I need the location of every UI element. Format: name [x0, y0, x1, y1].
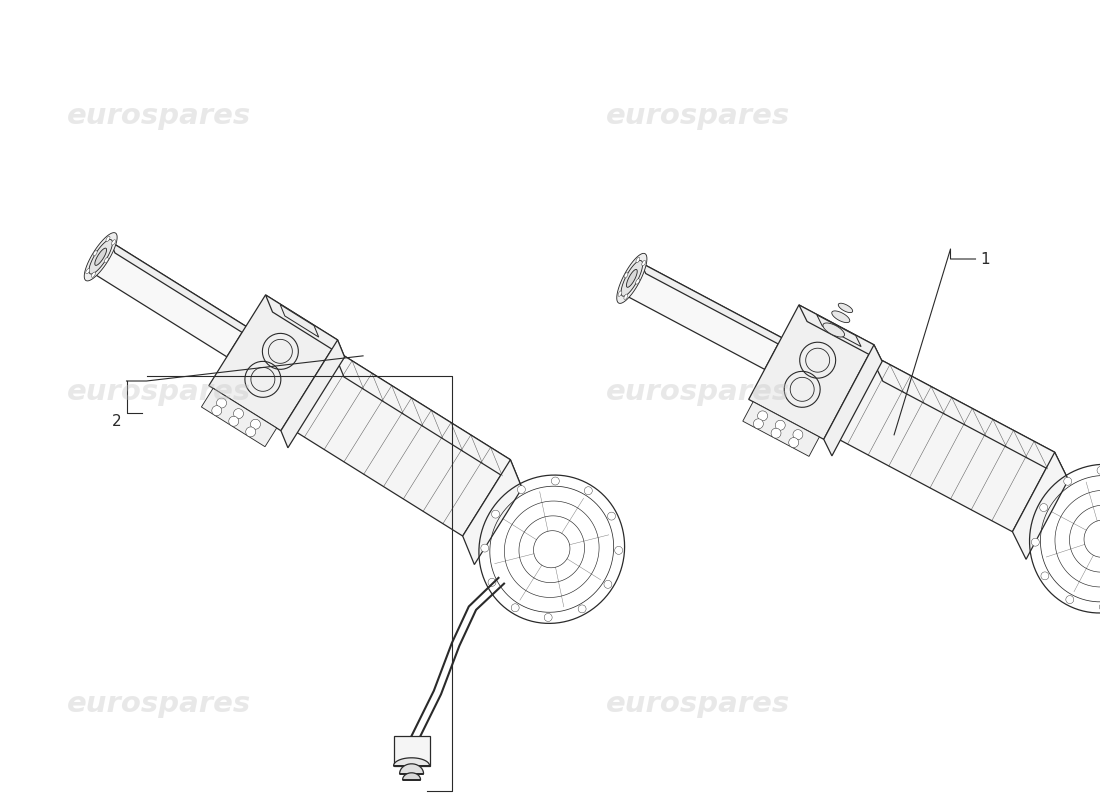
Polygon shape: [636, 258, 640, 262]
Text: 2: 2: [112, 414, 121, 429]
Text: 1: 1: [981, 251, 990, 266]
Polygon shape: [624, 273, 628, 278]
Polygon shape: [621, 261, 642, 296]
Polygon shape: [799, 305, 882, 362]
Polygon shape: [217, 398, 227, 408]
Polygon shape: [403, 773, 420, 780]
Polygon shape: [1040, 503, 1047, 511]
Polygon shape: [624, 262, 782, 370]
Polygon shape: [285, 349, 510, 536]
Polygon shape: [463, 460, 522, 565]
Polygon shape: [754, 419, 763, 429]
Polygon shape: [624, 294, 628, 299]
Polygon shape: [1012, 452, 1068, 559]
Polygon shape: [618, 291, 621, 296]
Text: eurospares: eurospares: [606, 690, 791, 718]
Polygon shape: [332, 349, 522, 488]
Polygon shape: [106, 236, 110, 242]
Polygon shape: [399, 764, 424, 774]
Polygon shape: [641, 260, 646, 266]
Polygon shape: [1032, 538, 1040, 546]
Polygon shape: [742, 402, 820, 456]
Polygon shape: [749, 305, 874, 439]
Polygon shape: [251, 419, 261, 430]
Polygon shape: [793, 430, 803, 440]
Text: eurospares: eurospares: [67, 102, 252, 130]
Polygon shape: [212, 406, 222, 416]
Polygon shape: [604, 580, 612, 588]
Polygon shape: [626, 270, 637, 287]
Polygon shape: [517, 486, 526, 494]
Polygon shape: [617, 254, 647, 303]
Polygon shape: [229, 416, 239, 426]
Polygon shape: [280, 305, 319, 337]
Polygon shape: [824, 345, 882, 456]
Polygon shape: [110, 242, 251, 338]
Polygon shape: [838, 303, 853, 313]
Polygon shape: [86, 269, 90, 274]
Polygon shape: [89, 239, 112, 274]
Polygon shape: [640, 262, 786, 349]
Polygon shape: [771, 428, 781, 438]
Polygon shape: [823, 323, 845, 337]
Polygon shape: [245, 427, 255, 437]
Polygon shape: [579, 605, 586, 613]
Polygon shape: [789, 438, 799, 447]
Text: eurospares: eurospares: [606, 378, 791, 406]
Text: eurospares: eurospares: [67, 378, 252, 406]
Polygon shape: [111, 240, 116, 245]
Polygon shape: [481, 544, 488, 552]
Polygon shape: [1097, 466, 1100, 474]
Polygon shape: [201, 388, 277, 446]
Polygon shape: [233, 409, 243, 418]
Polygon shape: [94, 250, 97, 256]
Polygon shape: [544, 614, 552, 622]
Polygon shape: [91, 272, 96, 278]
Polygon shape: [394, 736, 430, 766]
Polygon shape: [85, 233, 117, 281]
Polygon shape: [551, 477, 559, 485]
Polygon shape: [209, 295, 338, 430]
Polygon shape: [615, 546, 623, 554]
Polygon shape: [280, 340, 344, 448]
Polygon shape: [827, 354, 1055, 532]
Polygon shape: [776, 420, 785, 430]
Polygon shape: [869, 354, 1068, 480]
Polygon shape: [104, 258, 108, 263]
Polygon shape: [488, 578, 496, 586]
Polygon shape: [91, 242, 246, 357]
Polygon shape: [1041, 572, 1048, 580]
Polygon shape: [758, 411, 768, 421]
Polygon shape: [636, 278, 639, 284]
Text: eurospares: eurospares: [606, 102, 791, 130]
Polygon shape: [394, 758, 430, 766]
Polygon shape: [492, 510, 499, 518]
Polygon shape: [817, 315, 861, 346]
Polygon shape: [95, 248, 107, 266]
Polygon shape: [512, 604, 519, 612]
Text: eurospares: eurospares: [67, 690, 252, 718]
Polygon shape: [607, 512, 616, 520]
Polygon shape: [1064, 478, 1071, 486]
Polygon shape: [265, 295, 344, 357]
Polygon shape: [584, 486, 592, 494]
Polygon shape: [1066, 595, 1074, 603]
Polygon shape: [832, 311, 850, 322]
